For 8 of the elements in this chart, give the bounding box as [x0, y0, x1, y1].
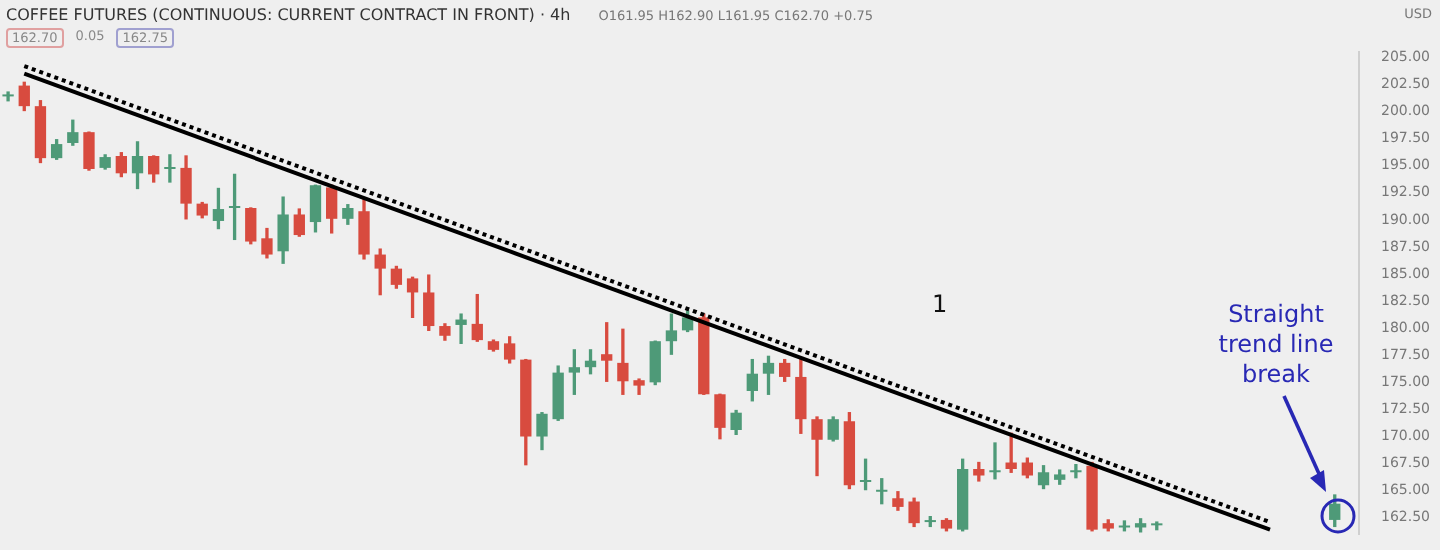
candlestick [164, 154, 176, 183]
chart-title: COFFEE FUTURES (CONTINUOUS: CURRENT CONTRACT IN FRONT) · 4h [6, 6, 571, 24]
candlestick [2, 91, 14, 102]
candlestick [455, 313, 467, 345]
candlestick [989, 442, 1001, 480]
annotation: Straight trend line break [1216, 300, 1336, 390]
annotation: 1 [932, 290, 948, 318]
candlestick [1070, 464, 1082, 479]
